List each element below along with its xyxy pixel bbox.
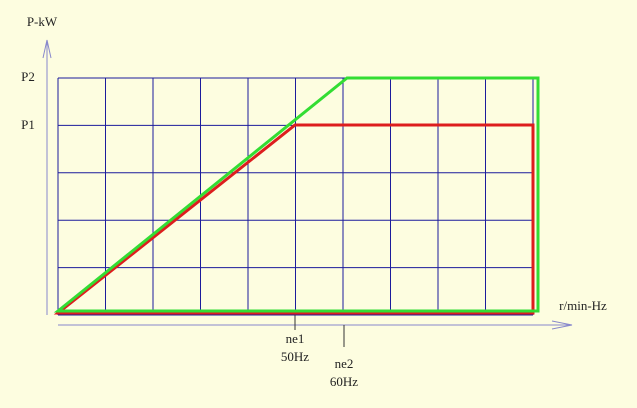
x-tick-freq: 60Hz [330, 374, 358, 389]
y-tick-label: P1 [21, 117, 35, 132]
y-tick-label: P2 [21, 69, 35, 84]
x-axis-label: r/min-Hz [559, 298, 607, 313]
y-axis-label: P-kW [27, 14, 58, 29]
y-arrow [42, 39, 52, 59]
x-tick-label: ne2 [335, 356, 354, 371]
x-tick-freq: 50Hz [281, 349, 309, 364]
x-arrow [551, 320, 573, 330]
curve-p2 [53, 76, 540, 313]
x-tick-label: ne1 [286, 331, 305, 346]
curve-p1 [53, 123, 535, 315]
